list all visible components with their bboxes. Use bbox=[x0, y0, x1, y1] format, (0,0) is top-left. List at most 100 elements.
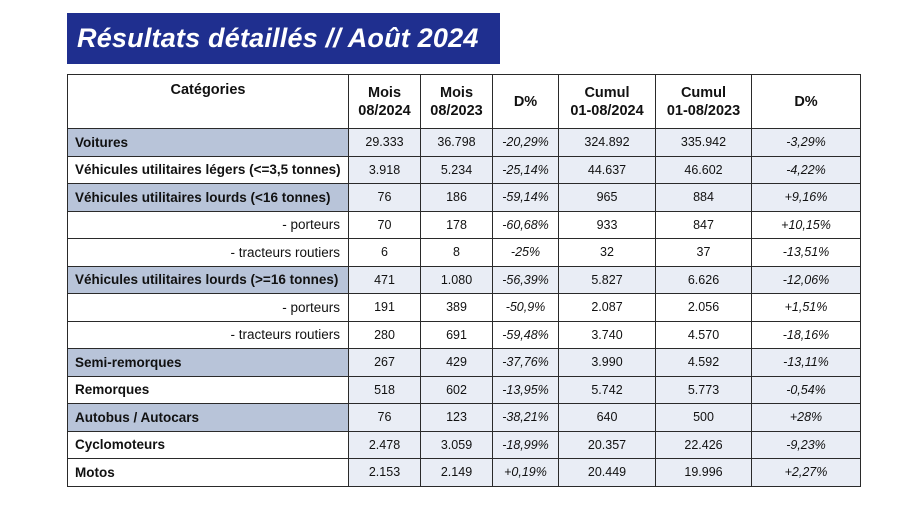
cell-category: Cyclomoteurs bbox=[67, 430, 349, 459]
table-row: Remorques 518 602 -13,95% 5.742 5.773 -0,54% bbox=[67, 375, 861, 404]
cell-delta-cumul: +28% bbox=[751, 403, 861, 432]
cell-month-2024: 6 bbox=[348, 238, 421, 267]
cell-cumul-2024: 933 bbox=[558, 210, 656, 239]
cell-cumul-2023: 6.626 bbox=[655, 265, 752, 294]
cell-delta-cumul: -13,51% bbox=[751, 238, 861, 267]
cell-month-2024: 76 bbox=[348, 183, 421, 212]
cell-delta-cumul: -12,06% bbox=[751, 265, 861, 294]
header-delta-month: D% bbox=[492, 74, 559, 129]
table-row: - porteurs 70 178 -60,68% 933 847 +10,15% bbox=[67, 210, 861, 239]
cell-cumul-2024: 965 bbox=[558, 183, 656, 212]
table-row: Motos 2.153 2.149 +0,19% 20.449 19.996 +2,27% bbox=[67, 458, 861, 487]
table-row: Semi-remorques 267 429 -37,76% 3.990 4.592 -13… bbox=[67, 348, 861, 377]
cell-delta-month: -60,68% bbox=[492, 210, 559, 239]
cell-month-2023: 123 bbox=[420, 403, 493, 432]
cell-delta-month: -20,29% bbox=[492, 128, 559, 157]
cell-delta-month: -13,95% bbox=[492, 375, 559, 404]
cell-month-2024: 267 bbox=[348, 348, 421, 377]
cell-month-2023: 3.059 bbox=[420, 430, 493, 459]
table-row: - tracteurs routiers 280 691 -59,48% 3.740 4.… bbox=[67, 320, 861, 349]
cell-delta-cumul: +1,51% bbox=[751, 293, 861, 322]
cell-month-2023: 389 bbox=[420, 293, 493, 322]
cell-category: Véhicules utilitaires lourds (>=16 tonne… bbox=[67, 265, 349, 294]
cell-cumul-2023: 884 bbox=[655, 183, 752, 212]
cell-delta-month: -25,14% bbox=[492, 155, 559, 184]
header-month-2023: Mois 08/2023 bbox=[420, 74, 493, 129]
table-row: - porteurs 191 389 -50,9% 2.087 2.056 +1,51% bbox=[67, 293, 861, 322]
cell-delta-month: -25% bbox=[492, 238, 559, 267]
cell-delta-cumul: -0,54% bbox=[751, 375, 861, 404]
cell-delta-month: -18,99% bbox=[492, 430, 559, 459]
cell-month-2023: 1.080 bbox=[420, 265, 493, 294]
cell-delta-cumul: +10,15% bbox=[751, 210, 861, 239]
cell-cumul-2023: 500 bbox=[655, 403, 752, 432]
cell-delta-month: -50,9% bbox=[492, 293, 559, 322]
cell-cumul-2023: 19.996 bbox=[655, 458, 752, 487]
table-row: Cyclomoteurs 2.478 3.059 -18,99% 20.357 22.42… bbox=[67, 430, 861, 459]
cell-cumul-2023: 4.592 bbox=[655, 348, 752, 377]
cell-delta-month: -38,21% bbox=[492, 403, 559, 432]
cell-cumul-2024: 2.087 bbox=[558, 293, 656, 322]
cell-month-2024: 2.153 bbox=[348, 458, 421, 487]
cell-month-2023: 5.234 bbox=[420, 155, 493, 184]
cell-month-2023: 8 bbox=[420, 238, 493, 267]
table-row: Autobus / Autocars 76 123 -38,21% 640 500 +28% bbox=[67, 403, 861, 432]
cell-category: - porteurs bbox=[67, 293, 349, 322]
cell-category: - tracteurs routiers bbox=[67, 238, 349, 267]
cell-category: Remorques bbox=[67, 375, 349, 404]
cell-delta-cumul: -18,16% bbox=[751, 320, 861, 349]
cell-month-2024: 29.333 bbox=[348, 128, 421, 157]
cell-cumul-2023: 847 bbox=[655, 210, 752, 239]
cell-month-2023: 691 bbox=[420, 320, 493, 349]
cell-delta-month: -59,14% bbox=[492, 183, 559, 212]
table-row: Voitures 29.333 36.798 -20,29% 324.892 335.94… bbox=[67, 128, 861, 157]
cell-cumul-2024: 324.892 bbox=[558, 128, 656, 157]
cell-month-2023: 178 bbox=[420, 210, 493, 239]
cell-delta-cumul: -9,23% bbox=[751, 430, 861, 459]
cell-category: Autobus / Autocars bbox=[67, 403, 349, 432]
header-delta-cumul: D% bbox=[751, 74, 861, 129]
cell-delta-cumul: +2,27% bbox=[751, 458, 861, 487]
header-row: Catégories Mois 08/2024 Mois 08/2023 D% … bbox=[67, 74, 861, 129]
cell-month-2024: 191 bbox=[348, 293, 421, 322]
header-categories: Catégories bbox=[67, 74, 349, 129]
cell-cumul-2023: 4.570 bbox=[655, 320, 752, 349]
cell-category: - porteurs bbox=[67, 210, 349, 239]
cell-month-2023: 2.149 bbox=[420, 458, 493, 487]
cell-delta-month: -56,39% bbox=[492, 265, 559, 294]
table-row: Véhicules utilitaires lourds (>=16 tonne… bbox=[67, 265, 861, 294]
cell-month-2023: 429 bbox=[420, 348, 493, 377]
cell-month-2023: 602 bbox=[420, 375, 493, 404]
cell-delta-cumul: +9,16% bbox=[751, 183, 861, 212]
cell-month-2024: 2.478 bbox=[348, 430, 421, 459]
cell-cumul-2024: 3.990 bbox=[558, 348, 656, 377]
cell-cumul-2023: 46.602 bbox=[655, 155, 752, 184]
cell-delta-month: -37,76% bbox=[492, 348, 559, 377]
cell-delta-cumul: -13,11% bbox=[751, 348, 861, 377]
cell-month-2024: 280 bbox=[348, 320, 421, 349]
cell-month-2024: 70 bbox=[348, 210, 421, 239]
cell-cumul-2024: 20.357 bbox=[558, 430, 656, 459]
cell-category: - tracteurs routiers bbox=[67, 320, 349, 349]
table-body: Voitures 29.333 36.798 -20,29% 324.892 335.94… bbox=[67, 128, 861, 487]
cell-cumul-2024: 20.449 bbox=[558, 458, 656, 487]
cell-month-2024: 3.918 bbox=[348, 155, 421, 184]
page-title: Résultats détaillés // Août 2024 bbox=[77, 23, 479, 53]
table-row: - tracteurs routiers 6 8 -25% 32 37 -13,51% bbox=[67, 238, 861, 267]
cell-cumul-2023: 22.426 bbox=[655, 430, 752, 459]
cell-category: Véhicules utilitaires lourds (<16 tonnes… bbox=[67, 183, 349, 212]
cell-cumul-2024: 3.740 bbox=[558, 320, 656, 349]
cell-month-2023: 36.798 bbox=[420, 128, 493, 157]
cell-month-2024: 471 bbox=[348, 265, 421, 294]
table-row: Véhicules utilitaires lourds (<16 tonnes… bbox=[67, 183, 861, 212]
results-table: Catégories Mois 08/2024 Mois 08/2023 D% … bbox=[67, 74, 861, 487]
cell-delta-cumul: -4,22% bbox=[751, 155, 861, 184]
cell-cumul-2024: 5.827 bbox=[558, 265, 656, 294]
cell-category: Véhicules utilitaires légers (<=3,5 tonn… bbox=[67, 155, 349, 184]
cell-delta-month: +0,19% bbox=[492, 458, 559, 487]
header-cumul-2023: Cumul 01-08/2023 bbox=[655, 74, 752, 129]
cell-category: Semi-remorques bbox=[67, 348, 349, 377]
cell-cumul-2023: 5.773 bbox=[655, 375, 752, 404]
cell-cumul-2023: 37 bbox=[655, 238, 752, 267]
cell-month-2023: 186 bbox=[420, 183, 493, 212]
